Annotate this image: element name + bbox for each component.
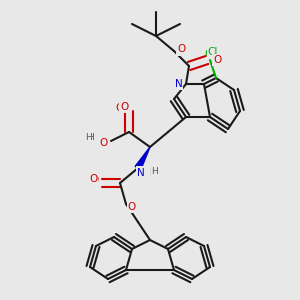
Text: O: O [120, 101, 129, 112]
Text: N: N [137, 167, 145, 178]
Text: H: H [87, 134, 93, 142]
Text: H: H [150, 168, 156, 177]
Text: O: O [128, 202, 136, 212]
Polygon shape [135, 147, 150, 170]
Text: Cl: Cl [205, 49, 215, 59]
Text: O: O [99, 137, 108, 148]
Text: Cl: Cl [208, 47, 218, 58]
Text: O: O [176, 46, 184, 56]
Text: O: O [98, 136, 106, 146]
Text: O: O [116, 103, 124, 113]
Text: O: O [128, 202, 136, 212]
Text: O: O [90, 175, 99, 185]
Text: H: H [85, 133, 92, 142]
Text: N: N [175, 79, 182, 89]
Text: N: N [137, 167, 145, 178]
Text: O: O [212, 55, 220, 65]
Text: N: N [176, 79, 184, 89]
Text: O: O [213, 55, 222, 65]
Text: O: O [177, 44, 186, 55]
Text: O: O [89, 174, 97, 184]
Text: H: H [151, 167, 158, 176]
